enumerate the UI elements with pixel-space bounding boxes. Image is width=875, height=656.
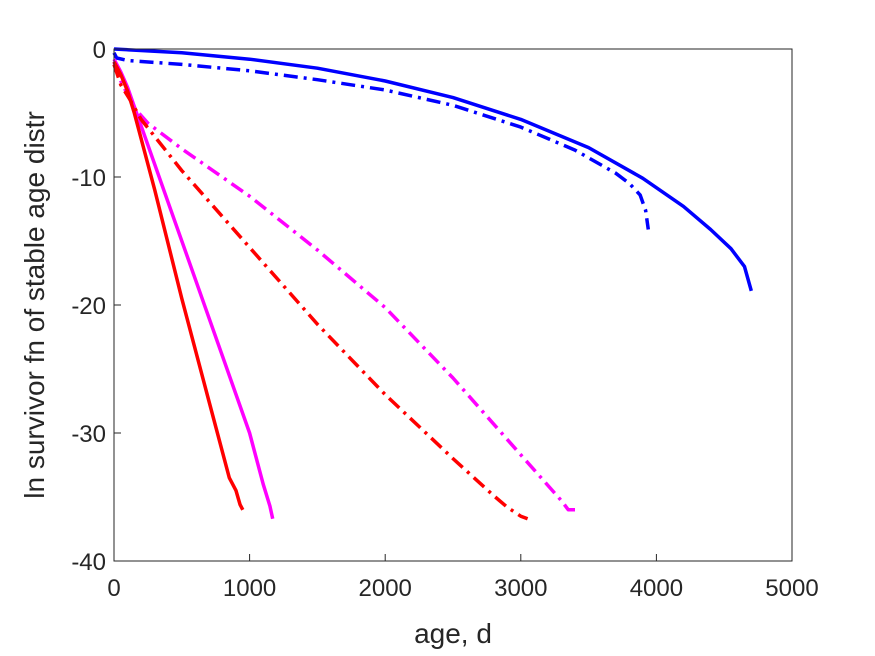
- series-line-1: [113, 47, 753, 292]
- x-tick-label: 2000: [359, 575, 412, 602]
- x-tick-label: 4000: [630, 575, 683, 602]
- y-axis-ticks: -40 -30 -20 -10 0: [71, 37, 121, 576]
- series-layer: [112, 47, 753, 521]
- series-line-6: [112, 63, 529, 521]
- series-line-5: [112, 60, 245, 511]
- y-tick-label: -40: [71, 549, 106, 576]
- x-axis-label: age, d: [414, 618, 492, 649]
- y-tick-label: 0: [93, 37, 106, 64]
- y-tick-label: -20: [71, 293, 106, 320]
- plot-area: [114, 49, 792, 561]
- series-line-2: [112, 51, 651, 230]
- y-axis-label: ln survivor fn of stable age distr: [19, 111, 50, 499]
- x-tick-label: 0: [107, 575, 120, 602]
- y-tick-label: -10: [71, 165, 106, 192]
- x-axis-ticks: 0 1000 2000 3000 4000 5000: [107, 554, 819, 602]
- y-tick-label: -30: [71, 421, 106, 448]
- x-tick-label: 5000: [765, 575, 818, 602]
- x-tick-label: 3000: [494, 575, 547, 602]
- x-tick-label: 1000: [223, 575, 276, 602]
